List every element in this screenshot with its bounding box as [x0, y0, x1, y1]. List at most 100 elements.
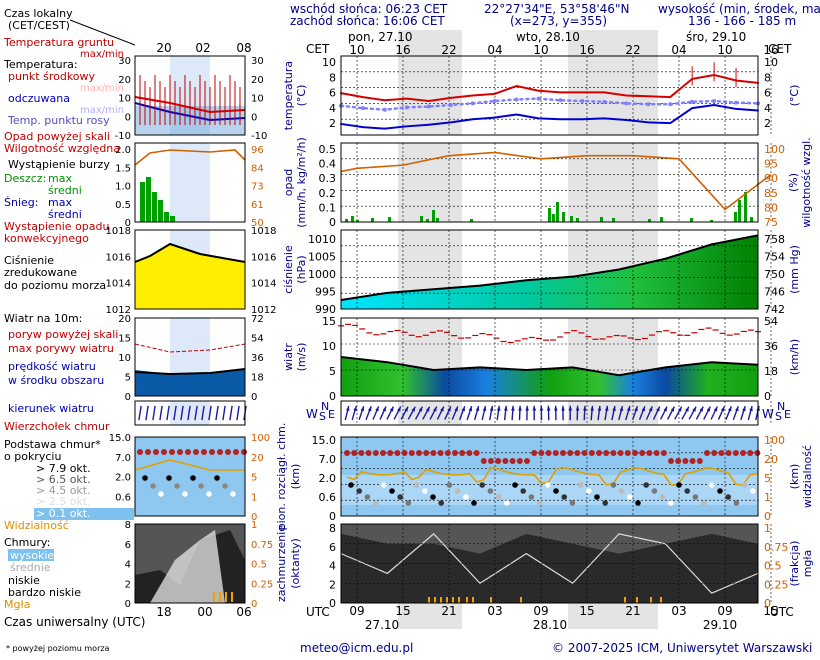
cloud-base-dot [676, 482, 682, 488]
cloud-base-dot [520, 488, 526, 494]
tick-label-left: 7.0 [319, 453, 337, 466]
cloud-base-dot [471, 500, 477, 506]
wind-arrow [365, 406, 372, 420]
legend-arrow-shaft [222, 405, 226, 421]
wind-arrow-head [539, 405, 544, 411]
cb-top-dot [552, 450, 559, 456]
axis-unit-temp: (°C) [295, 85, 308, 107]
tick-label-left: 0.1 [319, 201, 337, 214]
precip-bar [371, 218, 374, 222]
precip-bar [345, 219, 348, 222]
wind-arrow [645, 406, 653, 420]
tick-label-right: 6 [764, 87, 771, 100]
cet-label-left: CET [306, 42, 330, 56]
legend-tick-right: 84 [251, 163, 264, 174]
dew-point-marker [514, 97, 519, 102]
cb-top-dot [704, 450, 710, 456]
cb-top-dot [653, 450, 660, 456]
wind-arrow-head [411, 406, 416, 412]
wind-arrow-head [360, 406, 365, 412]
cb-top-dot [430, 450, 437, 456]
compass-e: E [784, 408, 791, 421]
wind-arrow-head [546, 405, 551, 411]
legend-cb-top: Wierzchołek chmur [4, 420, 110, 433]
wind-arrow [688, 406, 697, 420]
tick-label-left: 2 [329, 578, 336, 591]
tick-label-left: 0 [329, 510, 336, 523]
wind-arrow-head [404, 406, 409, 412]
compass-s: S [775, 410, 782, 423]
cet-hour: 16 [763, 43, 778, 57]
legend-tick-left: 30 [118, 56, 131, 67]
wind-arrow [473, 405, 480, 421]
cloud-base-dot [561, 494, 567, 500]
wind-arrow [604, 405, 609, 421]
wind-arrow-head [554, 405, 558, 411]
dew-point-marker [668, 102, 673, 107]
tick-label-right: 746 [764, 286, 785, 299]
legend-humidity: Wilgotność względna [4, 142, 120, 155]
legend-conv: Wystąpienie opadu [4, 220, 109, 233]
wind-arrow [532, 405, 537, 421]
tick-label-right: 20 [764, 453, 778, 466]
utc-label-right: UTC [770, 605, 794, 619]
cet-hour: 10 [349, 43, 364, 57]
wind-arrow [652, 406, 661, 420]
cb-top-dot [394, 450, 401, 456]
night-band-top [398, 30, 462, 56]
wind-arrow-head [706, 406, 711, 412]
tick-label-right: 100 [764, 434, 785, 447]
legend-tick-left: -10 [115, 131, 131, 142]
tick-label-left: 5 [329, 365, 336, 378]
tick-label-left: 1005 [308, 251, 336, 264]
cb-top-dot [444, 450, 451, 456]
fog-bar [466, 597, 468, 603]
utc-hour: 15 [763, 604, 778, 618]
wind-arrow-head [525, 405, 529, 411]
fog-bar [440, 597, 442, 603]
footnote: * powyżej poziomu morza [6, 644, 110, 653]
legend-tick-right: 0 [251, 112, 257, 123]
tick-label-right: 80 [764, 201, 778, 214]
legend-wind-speed2: w środku obszaru [8, 374, 104, 387]
night-band [398, 401, 462, 425]
cet-hour: 16 [579, 43, 594, 57]
legend-arrow-shaft [138, 405, 142, 421]
tick-label-left: 2.0 [319, 472, 337, 485]
legend-tick-left: 0 [125, 112, 131, 123]
cb-top-dot [416, 450, 422, 456]
tick-label-right: 1 [764, 491, 771, 504]
axis-title-humidity: wilgotność wzgl. [800, 137, 813, 227]
wind-arrow-head [663, 406, 668, 412]
axis-unit-mmhg: (mm Hg) [788, 245, 801, 294]
axis-title-pressure: ciśnienie [282, 245, 295, 294]
wind-arrow-head [670, 406, 675, 412]
wind-arrow [511, 405, 515, 421]
wind-arrow-head [720, 406, 725, 412]
footer-email[interactable]: meteo@icm.edu.pl [300, 641, 413, 655]
wind-arrow [407, 406, 416, 420]
dew-point-marker [470, 101, 475, 106]
legend-high-cloud [150, 530, 225, 603]
precip-bar [426, 219, 429, 222]
legend-base-dot [174, 483, 180, 489]
compass-n: N [777, 400, 785, 413]
precip-bar [420, 216, 423, 222]
legend-pointer [69, 19, 136, 46]
cloud-base-dot [430, 494, 436, 500]
legend-tick-left: 1.5 [115, 163, 131, 174]
utc-date: 28.10 [533, 618, 567, 632]
wind-arrow-head [604, 405, 609, 411]
axis-title-clouds: zachmurzenie [275, 525, 288, 602]
height-title: wysokość (min, środek, max) [658, 2, 820, 16]
legend-arrow-shaft [201, 405, 205, 421]
utc-hour: 21 [441, 604, 456, 618]
legend-tick-right: 0 [251, 599, 257, 610]
wind-arrow-head [685, 406, 689, 412]
cb-top-dot [581, 450, 588, 456]
legend-tick-right: 61 [251, 200, 264, 211]
legend-arrow-shaft [187, 405, 191, 421]
legend-cloud-base: Podstawa chmur* [4, 438, 101, 451]
wind-arrow [414, 406, 424, 420]
cb-top-dot [596, 450, 602, 456]
